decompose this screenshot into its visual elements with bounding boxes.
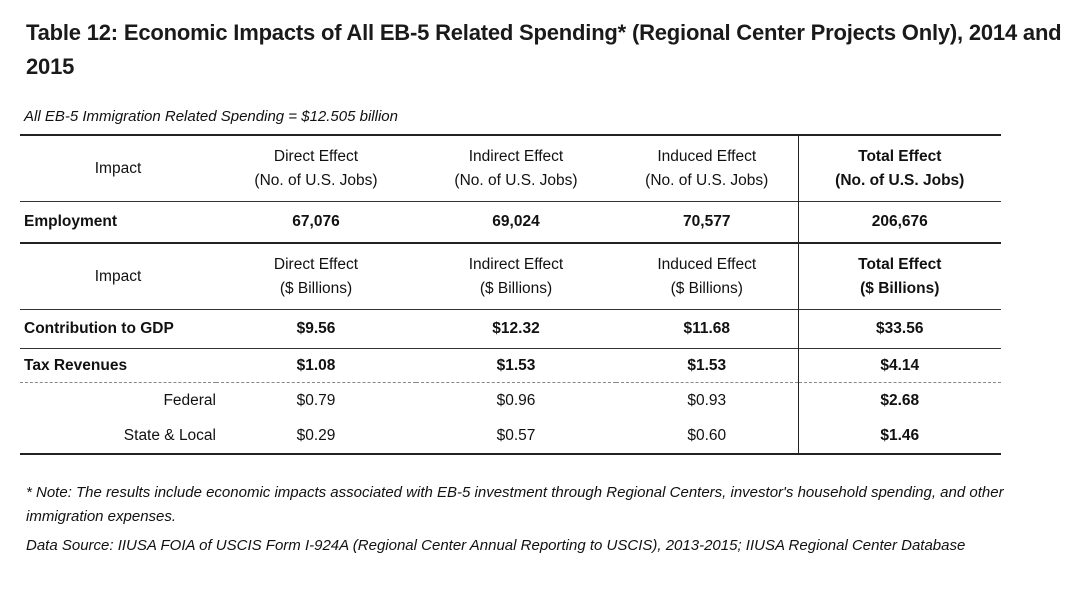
jobs-header-indirect: Indirect Effect (No. of U.S. Jobs)	[416, 134, 616, 202]
table-subtitle: All EB-5 Immigration Related Spending = …	[24, 108, 398, 125]
dollar-header-impact-text: Impact	[94, 267, 142, 285]
dollar-header-impact: Impact	[20, 242, 216, 310]
dollar-header-total-line2: ($ Billions)	[860, 279, 940, 297]
dollar-header-indirect: Indirect Effect ($ Billions)	[416, 242, 616, 310]
federal-row: Federal $0.79 $0.96 $0.93 $2.68	[20, 382, 1001, 419]
jobs-header-indirect-line2: (No. of U.S. Jobs)	[454, 171, 578, 189]
state-local-label: State & Local	[20, 419, 216, 455]
jobs-header-total-line2: (No. of U.S. Jobs)	[835, 171, 965, 189]
dollar-header-total-line1: Total Effect	[858, 255, 942, 273]
dollar-header-indirect-line1: Indirect Effect	[468, 255, 564, 273]
dollar-header-induced: Induced Effect ($ Billions)	[616, 242, 798, 310]
state-local-indirect: $0.57	[416, 419, 616, 455]
jobs-header-row: Impact Direct Effect (No. of U.S. Jobs) …	[20, 134, 1001, 202]
jobs-header-direct-line2: (No. of U.S. Jobs)	[254, 171, 378, 189]
employment-row: Employment 67,076 69,024 70,577 206,676	[20, 201, 1001, 243]
state-local-total: $1.46	[797, 419, 1001, 455]
jobs-header-direct-line1: Direct Effect	[273, 147, 359, 165]
jobs-header-induced: Induced Effect (No. of U.S. Jobs)	[616, 134, 798, 202]
gdp-row: Contribution to GDP $9.56 $12.32 $11.68 …	[20, 309, 1001, 349]
state-local-direct: $0.29	[216, 419, 416, 455]
jobs-header-total-line1: Total Effect	[858, 147, 942, 165]
gdp-total: $33.56	[797, 309, 1001, 349]
tax-label: Tax Revenues	[20, 348, 216, 383]
employment-label: Employment	[20, 201, 216, 243]
federal-indirect: $0.96	[416, 382, 616, 419]
federal-direct: $0.79	[216, 382, 416, 419]
gdp-direct: $9.56	[216, 309, 416, 349]
employment-total: 206,676	[797, 201, 1001, 243]
tax-total: $4.14	[797, 348, 1001, 383]
tax-indirect: $1.53	[416, 348, 616, 383]
table-note: * Note: The results include economic imp…	[26, 484, 1004, 525]
dollar-header-direct: Direct Effect ($ Billions)	[216, 242, 416, 310]
jobs-header-direct: Direct Effect (No. of U.S. Jobs)	[216, 134, 416, 202]
employment-direct: 67,076	[216, 201, 416, 243]
federal-label: Federal	[20, 382, 216, 419]
tax-induced: $1.53	[616, 348, 798, 383]
dollar-header-indirect-line2: ($ Billions)	[479, 279, 553, 297]
dollar-header-direct-line2: ($ Billions)	[279, 279, 353, 297]
federal-total: $2.68	[797, 382, 1001, 419]
dollar-header-row: Impact Direct Effect ($ Billions) Indire…	[20, 242, 1001, 310]
impacts-table: Impact Direct Effect (No. of U.S. Jobs) …	[20, 134, 1001, 455]
dollar-header-direct-line1: Direct Effect	[273, 255, 359, 273]
jobs-header-impact: Impact	[20, 134, 216, 202]
state-local-induced: $0.60	[616, 419, 798, 455]
tax-direct: $1.08	[216, 348, 416, 383]
gdp-induced: $11.68	[616, 309, 798, 349]
gdp-label: Contribution to GDP	[20, 309, 216, 349]
jobs-header-total: Total Effect (No. of U.S. Jobs)	[797, 134, 1001, 202]
dollar-header-total: Total Effect ($ Billions)	[797, 242, 1001, 310]
jobs-header-indirect-line1: Indirect Effect	[468, 147, 564, 165]
table-title: Table 12: Economic Impacts of All EB-5 R…	[26, 20, 1062, 79]
tax-row: Tax Revenues $1.08 $1.53 $1.53 $4.14	[20, 348, 1001, 383]
employment-induced: 70,577	[616, 201, 798, 243]
jobs-header-impact-text: Impact	[94, 159, 142, 177]
employment-indirect: 69,024	[416, 201, 616, 243]
state-local-row: State & Local $0.29 $0.57 $0.60 $1.46	[20, 419, 1001, 455]
federal-induced: $0.93	[616, 382, 798, 419]
data-source: Data Source: IIUSA FOIA of USCIS Form I-…	[26, 537, 966, 554]
jobs-header-induced-line2: (No. of U.S. Jobs)	[645, 171, 769, 189]
dollar-header-induced-line2: ($ Billions)	[670, 279, 743, 297]
dollar-header-induced-line1: Induced Effect	[657, 255, 757, 273]
gdp-indirect: $12.32	[416, 309, 616, 349]
jobs-header-induced-line1: Induced Effect	[657, 147, 757, 165]
